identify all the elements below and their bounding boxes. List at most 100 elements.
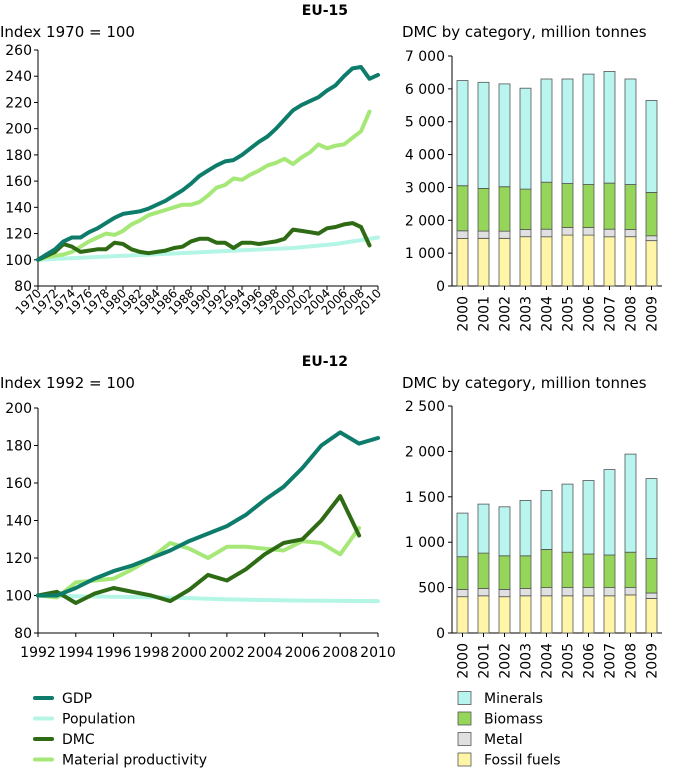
bar-metal-2003 [519, 588, 532, 597]
y-tick-label: 140 [5, 514, 32, 530]
legend-swatch-fossil-fuels [457, 752, 472, 767]
chart-title: DMC by category, million tonnes [402, 23, 647, 41]
bar-metal-2002 [498, 230, 511, 239]
bar-metal-2006 [582, 587, 595, 597]
x-tick-label: 2005 [561, 296, 577, 332]
legend-swatch-minerals [457, 691, 472, 705]
x-tick-label: 2008 [624, 296, 640, 332]
bar-metal-2005 [561, 587, 574, 597]
eu15-region-label: EU-15 [302, 3, 348, 19]
x-tick-label: 2000 [456, 643, 472, 679]
bar-biomass-2009 [645, 191, 658, 237]
x-tick-label: 2005 [561, 643, 577, 679]
bar-biomass-2006 [582, 184, 595, 228]
bar-minerals-2009 [645, 100, 658, 193]
y-tick-label: 80 [14, 279, 32, 295]
y-tick-label: 100 [5, 253, 32, 269]
bar-minerals-2004 [540, 78, 553, 183]
x-tick-label: 2002 [209, 645, 245, 661]
eu12-dmc-chart: DMC by category, million tonnes 0 500 1 000… [402, 374, 662, 679]
series-line-gdp [36, 430, 380, 598]
bar-metal-2001 [477, 230, 490, 239]
y-tick-label: 220 [5, 95, 32, 111]
bar-minerals-2005 [561, 483, 574, 553]
bar-metal-2005 [561, 227, 574, 236]
legend-label-minerals: Minerals [484, 691, 543, 707]
bar-metal-2003 [519, 229, 532, 238]
bar-fossil-fuels-2001 [477, 595, 490, 634]
bar-fossil-fuels-2009 [645, 598, 658, 634]
x-tick-label: 2007 [603, 296, 619, 332]
x-tick-label: 2003 [519, 643, 535, 679]
chart-title: DMC by category, million tonnes [402, 374, 647, 392]
y-tick-label: 500 [418, 581, 445, 597]
bar-minerals-2009 [645, 478, 658, 559]
y-tick-label: 1 500 [405, 490, 445, 506]
y-tick-label: 240 [5, 69, 32, 85]
y-tick-label: 120 [5, 227, 32, 243]
bar-fossil-fuels-2004 [540, 236, 553, 287]
bar-biomass-2004 [540, 181, 553, 230]
x-tick-label: 2001 [477, 296, 493, 332]
y-tick-label: 180 [5, 439, 32, 455]
y-tick-label: 160 [5, 476, 32, 492]
bar-metal-2000 [456, 230, 469, 239]
x-tick-label: 2002 [498, 296, 514, 332]
bar-biomass-2004 [540, 549, 553, 588]
y-tick-label: 4 000 [405, 148, 445, 164]
bar-biomass-2001 [477, 552, 490, 589]
bar-fossil-fuels-2005 [561, 234, 574, 287]
y-tick-label: 2 500 [405, 399, 445, 415]
bar-fossil-fuels-2002 [498, 237, 511, 287]
bar-minerals-2002 [498, 506, 511, 557]
bar-biomass-2006 [582, 553, 595, 588]
eu12-region-label: EU-12 [302, 354, 348, 370]
x-tick-label: 2001 [477, 643, 493, 679]
legend-label-biomass: Biomass [484, 712, 543, 728]
y-tick-label: 1 000 [405, 535, 445, 551]
x-tick-label: 2006 [582, 643, 598, 679]
x-tick-label: 2006 [285, 645, 321, 661]
x-tick-label: 2000 [456, 296, 472, 332]
bar-metal-2009 [645, 592, 658, 599]
bar-metal-2000 [456, 589, 469, 598]
bar-minerals-2004 [540, 489, 553, 550]
eu15-dmc-chart: DMC by category, million tonnes 0 1 000 2 0… [402, 23, 662, 332]
x-tick-label: 1996 [96, 645, 132, 661]
bar-biomass-2005 [561, 551, 574, 589]
y-tick-label: 80 [14, 626, 32, 642]
bar-metal-2006 [582, 227, 595, 236]
bar-biomass-2002 [498, 555, 511, 590]
legend-label-gdp: GDP [62, 691, 92, 707]
bar-biomass-2000 [456, 185, 469, 232]
bar-biomass-2003 [519, 555, 532, 589]
bar-fossil-fuels-2001 [477, 237, 490, 287]
legend-label-metal: Metal [484, 732, 523, 748]
bar-fossil-fuels-2006 [582, 595, 595, 634]
bar-fossil-fuels-2004 [540, 595, 553, 634]
x-tick-label: 2010 [360, 645, 396, 661]
x-tick-label: 1994 [58, 645, 94, 661]
legend-bars: Minerals Biomass Metal Fossil fuels [457, 691, 561, 768]
x-tick-label: 2009 [645, 643, 661, 679]
bar-metal-2007 [603, 587, 616, 597]
legend-label-fossil-fuels: Fossil fuels [484, 753, 561, 768]
bar-fossil-fuels-2007 [603, 595, 616, 634]
legend-label-dmc: DMC [62, 732, 95, 748]
bar-metal-2008 [624, 229, 637, 238]
bar-fossil-fuels-2000 [456, 596, 469, 634]
bar-biomass-2005 [561, 183, 574, 228]
y-tick-label: 7 000 [405, 49, 445, 65]
bar-metal-2008 [624, 587, 637, 596]
y-tick-label: 0 [436, 279, 445, 295]
x-tick-label: 2004 [540, 296, 556, 332]
bar-minerals-2008 [624, 453, 637, 553]
bar-minerals-2007 [603, 71, 616, 184]
series-line-dmc [36, 494, 362, 605]
bar-fossil-fuels-2003 [519, 236, 532, 287]
bar-minerals-2000 [456, 512, 469, 558]
y-tick-label: 120 [5, 551, 32, 567]
y-tick-label: 160 [5, 174, 32, 190]
bar-minerals-2001 [477, 81, 490, 189]
bar-biomass-2008 [624, 551, 637, 589]
